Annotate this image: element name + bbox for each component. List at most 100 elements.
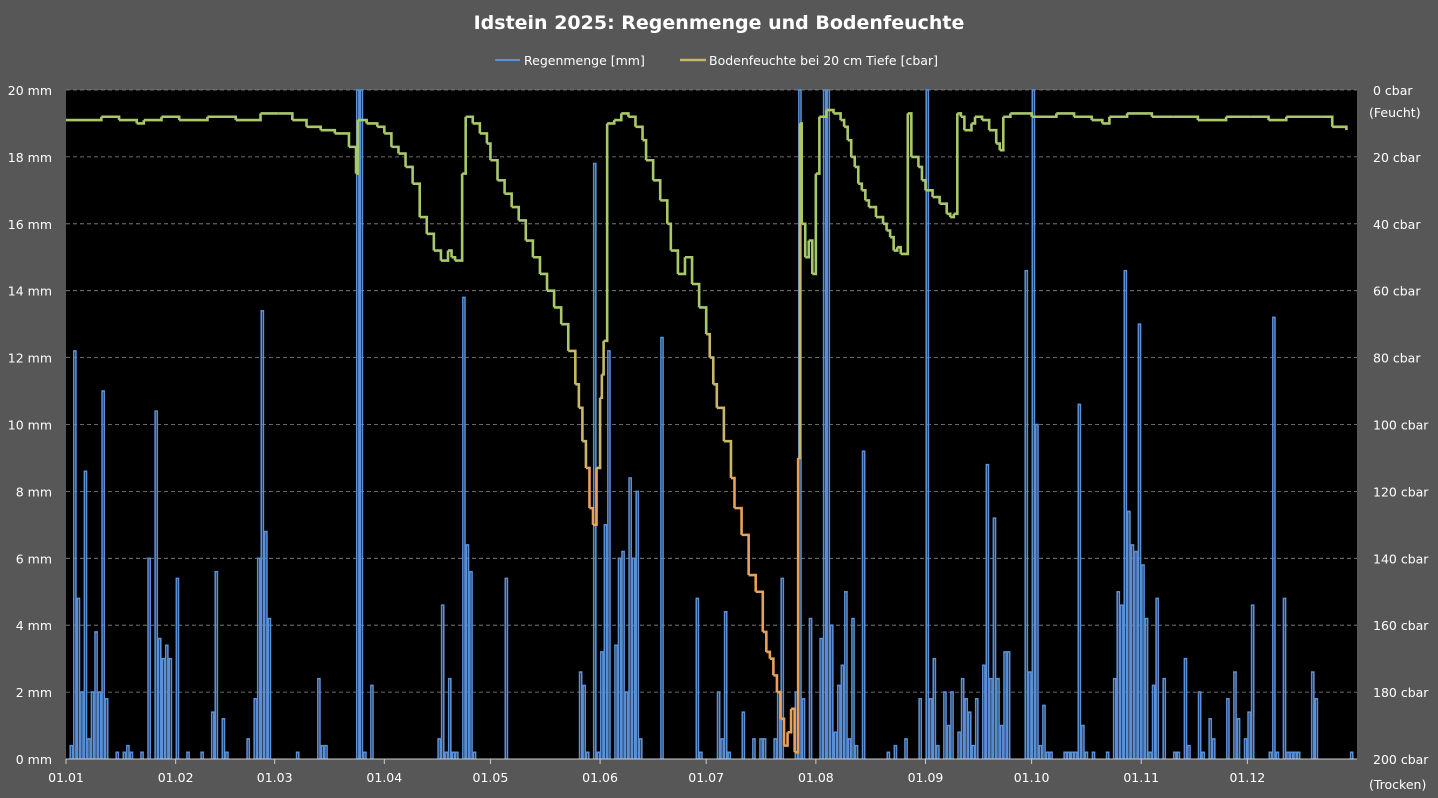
rain-bar <box>1134 550 1138 759</box>
rain-bar <box>695 597 700 759</box>
rain-bar <box>1024 269 1029 759</box>
soil-moisture-segment <box>890 235 895 251</box>
rain-bar <box>1003 651 1007 759</box>
rain-bar <box>363 751 367 759</box>
rain-bar <box>1296 751 1301 759</box>
rain-bar <box>355 89 360 759</box>
rain-bar <box>617 557 622 759</box>
soil-moisture-segment <box>847 138 853 157</box>
soil-moisture-segment <box>780 717 786 746</box>
left-tick-label: 10 mm <box>8 418 52 433</box>
soil-moisture-segment <box>819 110 828 119</box>
rain-bar <box>1127 510 1131 759</box>
soil-moisture-segment <box>635 125 644 141</box>
rain-bar <box>759 738 763 759</box>
soil-moisture-segment <box>897 245 903 254</box>
soil-moisture-segment <box>504 192 513 208</box>
rain-bar <box>440 604 445 759</box>
soil-moisture-segment <box>858 182 864 191</box>
soil-moisture-segment <box>907 112 913 157</box>
soil-moisture-segment <box>911 155 920 167</box>
soil-moisture-segment <box>716 406 726 442</box>
rain-bar <box>624 691 629 759</box>
rain-bar <box>1084 751 1089 759</box>
rain-bar <box>829 624 834 759</box>
left-tick-label: 14 mm <box>8 284 52 299</box>
soil-moisture-segment <box>628 115 637 127</box>
soil-moisture-segment <box>561 322 570 351</box>
rain-bar <box>256 557 261 759</box>
rain-bar <box>115 751 120 759</box>
soil-moisture-segment <box>582 439 588 468</box>
soil-moisture-segment <box>741 533 750 576</box>
rain-bar <box>80 691 84 759</box>
soil-moisture-segment <box>964 123 973 132</box>
rain-bar <box>1042 704 1046 759</box>
soil-moisture-segment <box>458 173 464 262</box>
rain-bar <box>1091 751 1096 759</box>
chart-title: Idstein 2025: Regenmenge und Bodenfeucht… <box>474 12 965 34</box>
rain-bar <box>267 617 272 759</box>
left-axis-ticks: 0 mm 2 mm 4 mm 6 mm 8 mm 10 mm 12 mm 14 mm 16 mm… <box>8 83 52 767</box>
rain-bar <box>918 697 923 759</box>
soil-moisture-segment <box>833 112 842 121</box>
soil-moisture-segment <box>925 189 934 198</box>
rain-bar <box>904 738 908 759</box>
rain-bar <box>752 738 756 759</box>
rain-bar <box>462 296 466 759</box>
soil-moisture-segment <box>999 116 1005 152</box>
rain-bar <box>808 617 813 759</box>
rain-bar <box>822 89 827 759</box>
rain-bar <box>76 597 81 759</box>
rain-bar <box>847 738 852 759</box>
rain-bar <box>1349 751 1354 759</box>
soil-moisture-segment <box>1321 115 1334 127</box>
x-tick-label: 01.06 <box>582 770 618 785</box>
rain-bar <box>1081 724 1085 759</box>
soil-moisture-segment <box>539 272 549 291</box>
soil-moisture-segment <box>479 132 489 144</box>
soil-moisture-segment <box>660 199 669 224</box>
rain-bar <box>1130 544 1135 759</box>
soil-moisture-segment <box>486 142 492 161</box>
x-tick-label: 01.12 <box>1229 770 1265 785</box>
x-tick-label: 01.11 <box>1123 770 1159 785</box>
right-tick-label: 20 cbar <box>1373 150 1421 165</box>
x-tick-label: 01.08 <box>798 770 834 785</box>
left-tick-label: 18 mm <box>8 150 52 165</box>
rain-bar <box>454 751 459 759</box>
rain-bar <box>635 490 640 759</box>
rain-bar <box>1226 697 1230 759</box>
rain-bar <box>1151 684 1156 759</box>
soil-moisture-segment <box>1102 116 1111 125</box>
soil-moisture-segment <box>472 122 482 134</box>
soil-moisture-segment <box>614 113 623 122</box>
soil-moisture-segment <box>801 222 807 258</box>
rain-bar <box>716 691 721 759</box>
soil-moisture-segment <box>554 306 563 325</box>
soil-moisture-segment <box>854 165 860 184</box>
rain-bar <box>638 738 643 759</box>
soil-moisture-segment <box>971 116 977 125</box>
soil-moisture-segment <box>600 374 604 400</box>
rain-bar <box>1243 738 1248 759</box>
rain-bar <box>469 570 473 759</box>
rain-bar <box>1045 751 1050 759</box>
rain-series <box>69 89 1354 759</box>
rain-bar <box>1197 691 1202 759</box>
rain-bar <box>1049 751 1053 759</box>
rain-bar <box>964 697 969 759</box>
right-tick-label: 140 cbar <box>1373 551 1429 566</box>
x-tick-label: 01.02 <box>158 770 194 785</box>
rain-bar <box>614 644 618 759</box>
x-tick-label: 01.09 <box>908 770 944 785</box>
soil-moisture-segment <box>585 466 591 509</box>
soil-moisture-segment <box>532 255 542 274</box>
rain-bar <box>621 550 625 759</box>
rain-bar <box>950 691 954 759</box>
soil-moisture-segment <box>653 179 662 201</box>
rain-bar <box>1066 751 1071 759</box>
rain-bar <box>999 724 1004 759</box>
soil-moisture-segment <box>883 222 888 231</box>
right-axis-top-note: (Feucht) <box>1369 105 1421 120</box>
